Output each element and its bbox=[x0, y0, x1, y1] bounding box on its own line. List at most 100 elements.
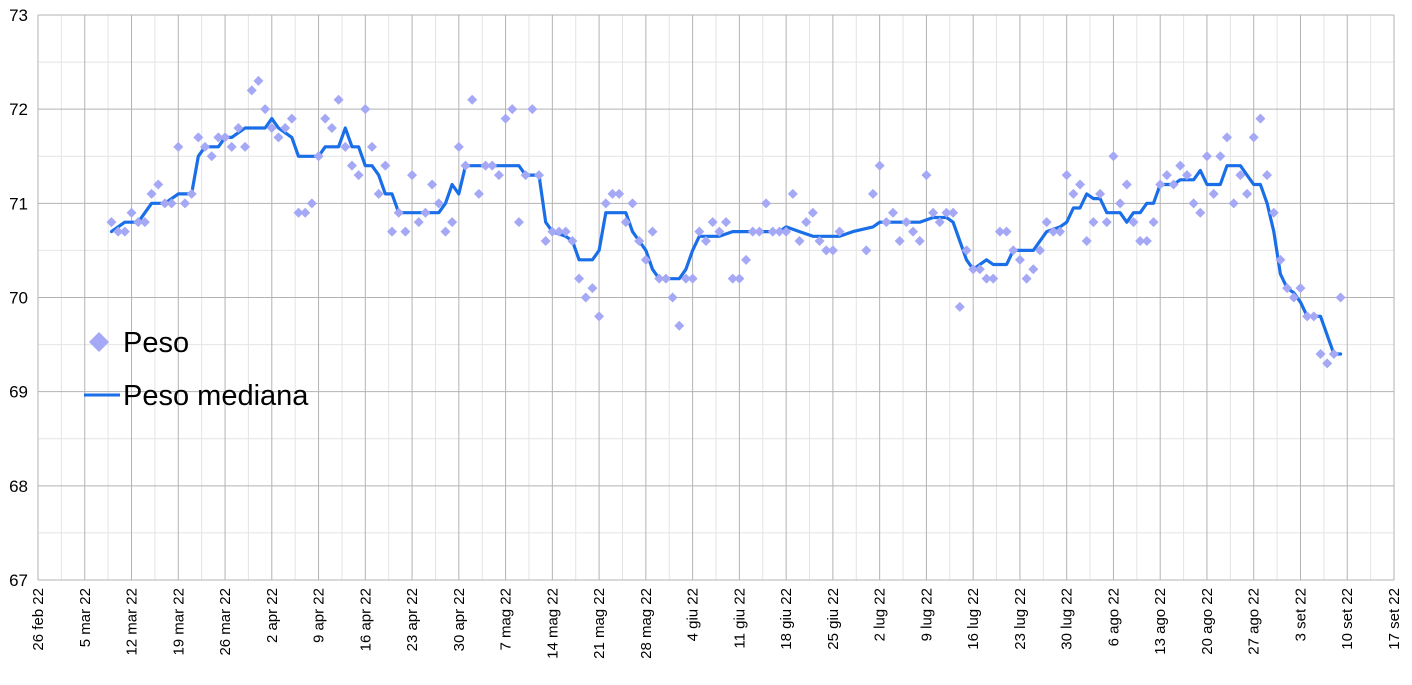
data-point-peso bbox=[627, 198, 638, 209]
data-point-peso bbox=[620, 217, 631, 228]
data-point-peso bbox=[240, 141, 251, 152]
data-point-peso bbox=[914, 236, 925, 246]
data-point-peso bbox=[340, 141, 351, 152]
data-point-peso bbox=[600, 198, 611, 209]
data-point-peso bbox=[714, 226, 725, 237]
data-point-peso bbox=[179, 198, 190, 209]
x-tick-label: 17 set 22 bbox=[1386, 588, 1403, 650]
series-peso bbox=[106, 75, 1346, 369]
data-point-peso bbox=[320, 113, 331, 124]
data-point-peso bbox=[1322, 358, 1333, 369]
legend-item-peso: Peso bbox=[89, 327, 189, 359]
data-point-peso bbox=[694, 226, 705, 237]
legend-marker-diamond bbox=[89, 332, 109, 352]
data-point-peso bbox=[373, 188, 384, 199]
data-point-peso bbox=[861, 245, 872, 256]
data-point-peso bbox=[1048, 226, 1059, 237]
x-tick-label: 5 mar 22 bbox=[77, 588, 94, 647]
data-point-peso bbox=[520, 170, 531, 181]
data-point-peso bbox=[453, 141, 464, 152]
legend: Peso Peso mediana bbox=[84, 327, 309, 412]
data-point-peso bbox=[253, 75, 264, 86]
data-point-peso bbox=[660, 273, 671, 284]
y-tick-label: 71 bbox=[9, 194, 28, 213]
data-point-peso bbox=[968, 264, 979, 275]
x-tick-label: 9 apr 22 bbox=[311, 588, 328, 643]
data-point-peso bbox=[333, 94, 344, 105]
data-point-peso bbox=[1128, 217, 1139, 228]
major-gridlines bbox=[37, 14, 1395, 581]
data-point-peso bbox=[533, 170, 544, 181]
data-point-peso bbox=[360, 104, 371, 115]
y-axis-tick-labels: 67 68 69 70 71 72 73 bbox=[9, 6, 28, 590]
data-point-peso bbox=[734, 273, 745, 284]
data-point-peso bbox=[226, 141, 237, 152]
x-tick-label: 9 lug 22 bbox=[918, 588, 935, 641]
data-point-peso bbox=[974, 264, 985, 275]
data-point-peso bbox=[166, 198, 177, 209]
data-point-peso bbox=[487, 160, 498, 171]
data-point-peso bbox=[220, 132, 231, 143]
data-point-peso bbox=[420, 207, 431, 218]
x-tick-label: 28 mag 22 bbox=[638, 588, 655, 659]
data-point-peso bbox=[1242, 188, 1253, 199]
data-point-peso bbox=[1188, 198, 1199, 209]
data-point-peso bbox=[921, 170, 932, 181]
x-tick-label: 2 apr 22 bbox=[264, 588, 281, 643]
data-point-peso bbox=[834, 226, 845, 237]
data-point-peso bbox=[473, 188, 484, 199]
data-point-peso bbox=[1228, 198, 1239, 209]
data-point-peso bbox=[1075, 179, 1086, 190]
data-point-peso bbox=[954, 301, 965, 312]
data-point-peso bbox=[1282, 283, 1293, 294]
data-point-peso bbox=[1235, 170, 1246, 181]
x-tick-label: 26 mar 22 bbox=[217, 588, 234, 656]
data-point-peso bbox=[1161, 170, 1172, 181]
x-axis-tick-labels: 26 feb 22 5 mar 22 12 mar 22 19 mar 22 26 ma… bbox=[30, 588, 1403, 659]
data-point-peso bbox=[1021, 273, 1032, 284]
data-point-peso bbox=[794, 236, 805, 246]
data-point-peso bbox=[1295, 283, 1306, 294]
data-point-peso bbox=[353, 170, 364, 181]
data-point-peso bbox=[614, 188, 625, 199]
data-point-peso bbox=[1201, 151, 1212, 162]
data-point-peso bbox=[774, 226, 785, 237]
x-tick-label: 10 set 22 bbox=[1339, 588, 1356, 650]
y-tick-label: 73 bbox=[9, 6, 28, 25]
x-tick-label: 3 set 22 bbox=[1292, 588, 1309, 641]
data-point-peso bbox=[293, 207, 304, 218]
x-tick-label: 30 lug 22 bbox=[1059, 588, 1076, 650]
data-point-peso bbox=[988, 273, 999, 284]
data-point-peso bbox=[727, 273, 738, 284]
data-point-peso bbox=[1168, 179, 1179, 190]
data-point-peso bbox=[199, 141, 210, 152]
data-point-peso bbox=[366, 141, 377, 152]
data-point-peso bbox=[480, 160, 491, 171]
data-point-peso bbox=[540, 236, 551, 246]
data-point-peso bbox=[874, 160, 885, 171]
data-point-peso bbox=[1101, 217, 1112, 228]
data-point-peso bbox=[741, 254, 752, 265]
x-tick-label: 25 giu 22 bbox=[825, 588, 842, 650]
data-point-peso bbox=[807, 207, 818, 218]
data-point-peso bbox=[707, 217, 718, 228]
data-point-peso bbox=[1055, 226, 1066, 237]
x-tick-label: 20 ago 22 bbox=[1199, 588, 1216, 655]
data-point-peso bbox=[587, 283, 598, 294]
data-point-peso bbox=[173, 141, 184, 152]
data-point-peso bbox=[1121, 179, 1132, 190]
y-tick-label: 67 bbox=[9, 571, 28, 590]
data-point-peso bbox=[413, 217, 424, 228]
data-point-peso bbox=[507, 104, 518, 115]
x-tick-label: 6 ago 22 bbox=[1105, 588, 1122, 646]
x-tick-label: 4 giu 22 bbox=[685, 588, 702, 641]
data-point-peso bbox=[761, 198, 772, 209]
data-point-peso bbox=[1181, 170, 1192, 181]
data-point-peso bbox=[387, 226, 398, 237]
data-point-peso bbox=[654, 273, 665, 284]
data-point-peso bbox=[346, 160, 357, 171]
data-point-peso bbox=[1061, 170, 1072, 181]
data-point-peso bbox=[941, 207, 952, 218]
data-point-peso bbox=[193, 132, 204, 143]
x-tick-label: 19 mar 22 bbox=[170, 588, 187, 656]
